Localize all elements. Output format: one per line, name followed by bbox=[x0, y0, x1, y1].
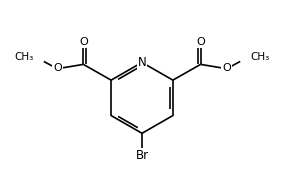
Text: CH₃: CH₃ bbox=[250, 52, 269, 62]
Text: N: N bbox=[138, 56, 146, 69]
Text: O: O bbox=[53, 63, 62, 73]
Text: Br: Br bbox=[135, 149, 149, 162]
Text: CH₃: CH₃ bbox=[15, 52, 34, 62]
Text: O: O bbox=[196, 37, 205, 47]
Text: O: O bbox=[222, 63, 231, 73]
Text: O: O bbox=[79, 37, 88, 47]
